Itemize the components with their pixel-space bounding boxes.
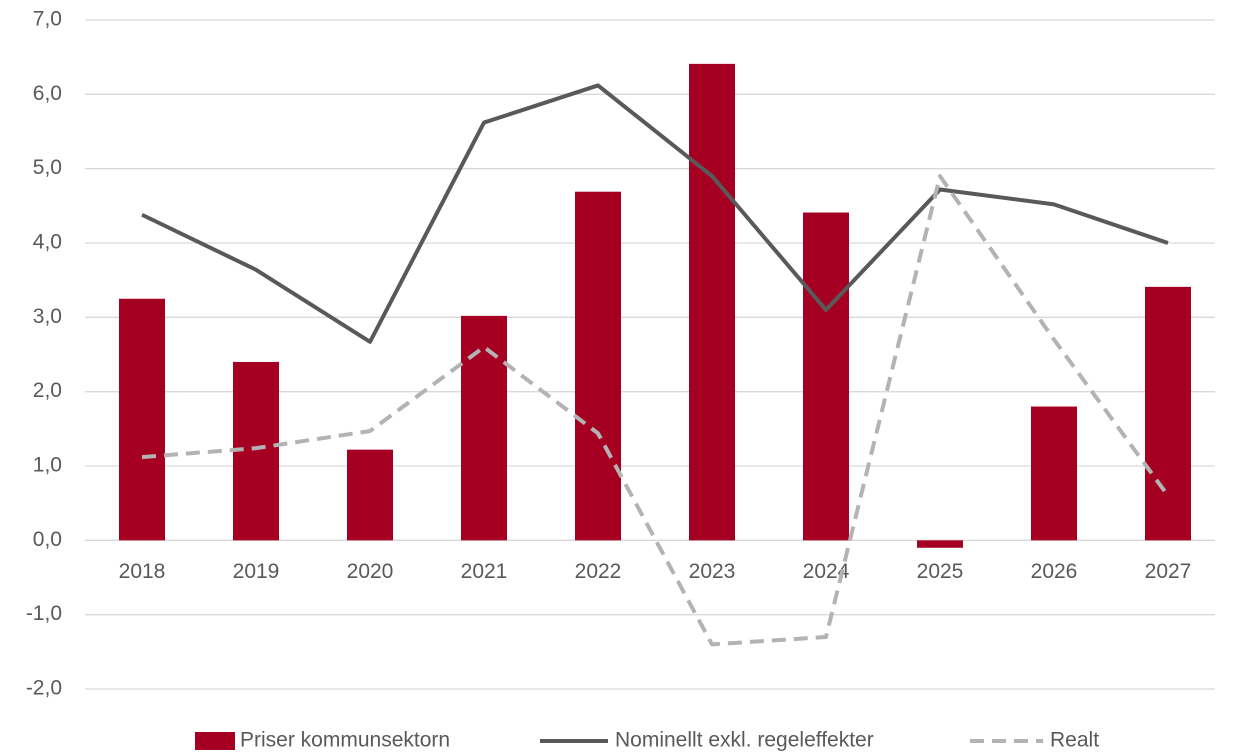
y-tick-label: 4,0 xyxy=(33,231,62,254)
bar xyxy=(119,298,165,541)
x-tick-label: 2025 xyxy=(917,560,964,583)
x-tick-label: 2022 xyxy=(575,560,622,583)
y-tick-label: 7,0 xyxy=(33,8,62,31)
line-series xyxy=(141,83,1169,344)
y-tick-label: 5,0 xyxy=(33,156,62,179)
x-tick-label: 2023 xyxy=(689,560,736,583)
x-tick-label: 2020 xyxy=(347,560,394,583)
x-tick-label: 2021 xyxy=(461,560,508,583)
bar xyxy=(575,191,621,541)
bar xyxy=(1031,406,1077,541)
y-tick-label: 6,0 xyxy=(33,82,62,105)
x-tick-label: 2024 xyxy=(803,560,850,583)
bar xyxy=(461,315,507,541)
y-tick-label: -2,0 xyxy=(26,677,62,700)
y-tick-label: 3,0 xyxy=(33,305,62,328)
bar xyxy=(689,63,735,541)
x-tick-label: 2019 xyxy=(233,560,280,583)
x-tick-label: 2026 xyxy=(1031,560,1078,583)
bar xyxy=(803,212,849,541)
x-tick-label: 2018 xyxy=(119,560,166,583)
legend-label: Nominellt exkl. regeleffekter xyxy=(615,729,874,752)
y-tick-label: 2,0 xyxy=(33,379,62,402)
y-tick-label: 1,0 xyxy=(33,454,62,477)
bar xyxy=(1145,286,1191,541)
line-series xyxy=(141,174,1170,647)
y-tick-label: -1,0 xyxy=(26,602,62,625)
x-tick-label: 2027 xyxy=(1145,560,1192,583)
legend-swatch xyxy=(195,732,235,750)
bar xyxy=(917,540,963,548)
legend-label: Priser kommunsektorn xyxy=(240,729,450,752)
y-tick-label: 0,0 xyxy=(33,528,62,551)
legend-label: Realt xyxy=(1050,729,1099,752)
bar xyxy=(347,449,393,541)
